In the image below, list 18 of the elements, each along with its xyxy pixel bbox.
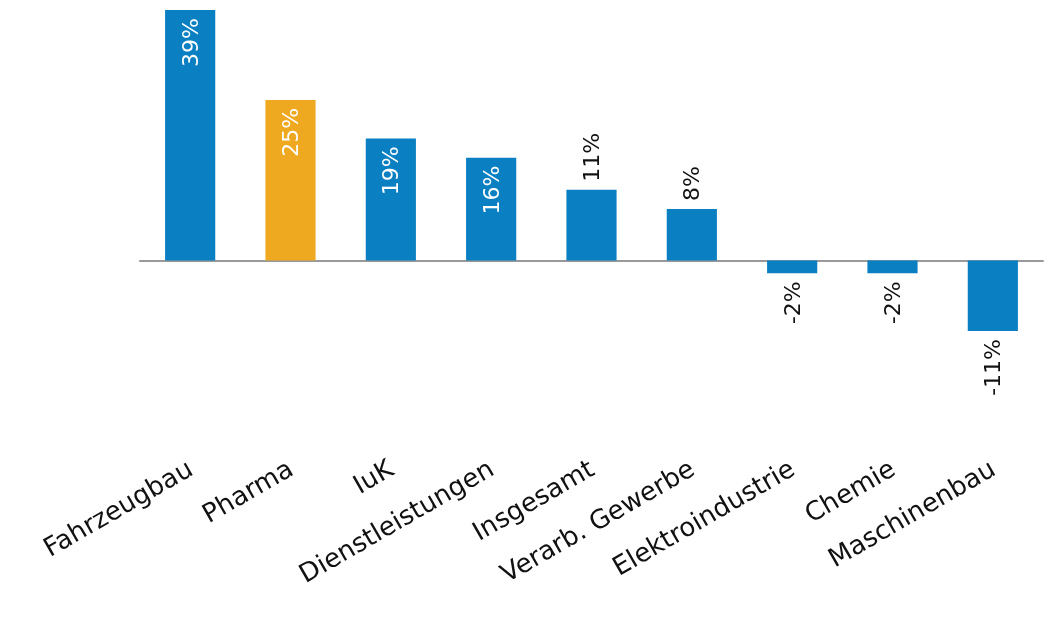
data-label: -2% xyxy=(880,281,905,325)
bar xyxy=(466,157,517,261)
data-label: 8% xyxy=(679,166,705,202)
bar xyxy=(767,260,818,274)
bar xyxy=(365,138,416,261)
data-label: 25% xyxy=(278,107,303,157)
bar xyxy=(666,209,717,261)
data-label: 11% xyxy=(579,132,604,182)
bar xyxy=(867,260,918,274)
bar xyxy=(265,99,316,261)
data-label: -11% xyxy=(980,339,1006,396)
data-label: 39% xyxy=(177,18,203,67)
bar xyxy=(165,10,216,261)
data-label: -2% xyxy=(779,281,805,325)
bar xyxy=(566,189,617,261)
data-label: 16% xyxy=(478,165,504,215)
bar xyxy=(967,260,1018,331)
data-label: 19% xyxy=(378,146,404,196)
